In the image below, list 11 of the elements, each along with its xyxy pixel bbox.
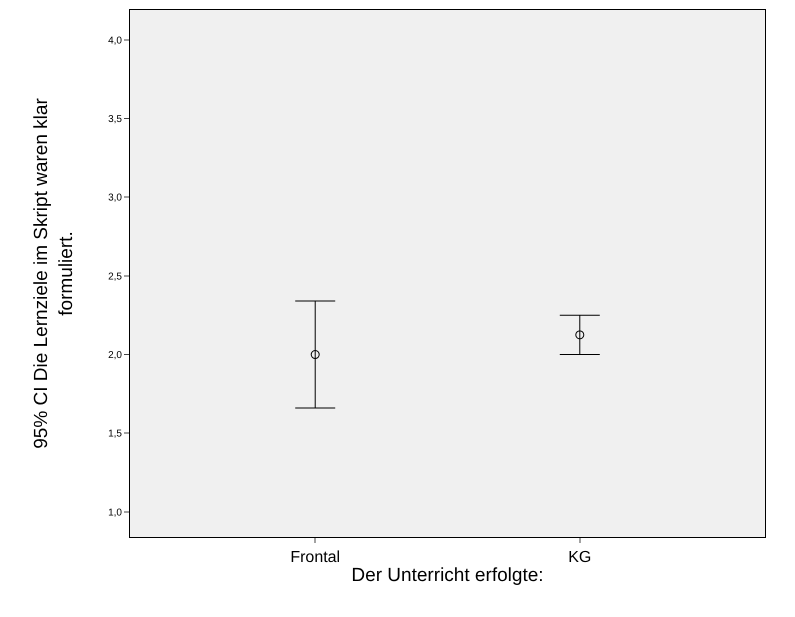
y-tick-label: 3,0	[108, 192, 122, 204]
y-tick-label: 4,0	[108, 35, 122, 46]
y-tick-label: 2,5	[108, 271, 122, 282]
x-tick-label: Frontal	[290, 549, 340, 566]
x-tick-label: KG	[568, 549, 592, 566]
x-axis-title: Der Unterricht erfolgte:	[351, 565, 544, 586]
y-axis-title: 95% CI Die Lernziele im Skript waren klar formuliert.	[31, 98, 77, 449]
y-tick-label: 3,5	[108, 114, 122, 126]
y-tick-label: 2,0	[108, 350, 122, 362]
y-tick-label: 1,0	[108, 507, 122, 518]
y-tick-label: 1,5	[108, 428, 122, 440]
